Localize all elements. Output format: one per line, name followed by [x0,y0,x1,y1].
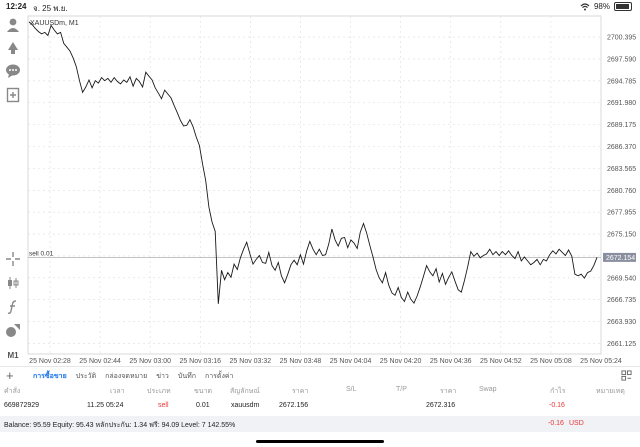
x-tick-label: 25 Nov 04:52 [480,358,522,365]
x-tick-label: 25 Nov 05:08 [530,358,572,365]
bottom-tab-bar: + การซื้อขาย ประวัติ กล่องจดหมาย ข่าว บั… [0,366,640,385]
add-icon[interactable]: + [6,368,14,383]
balance-bar: Balance: 95.59 Equity: 95.43 หลักประกัน:… [0,416,640,432]
x-tick-label: 25 Nov 05:24 [580,358,622,365]
col-time: เวลา [110,388,125,395]
col-comment: หมายเหตุ [596,388,625,395]
order-type: sell [158,402,169,409]
tab-journal[interactable]: บันทึก [177,373,196,380]
x-tick-label: 25 Nov 03:00 [129,358,171,365]
col-size: ขนาด [194,388,213,395]
current-price-label: 2672.154 [606,255,635,262]
x-tick-label: 25 Nov 04:04 [330,358,372,365]
new-order-icon[interactable] [4,86,22,104]
x-tick-label: 25 Nov 03:32 [230,358,272,365]
y-tick-label: 2680.760 [607,188,636,195]
y-tick-label: 2694.785 [607,78,636,85]
x-tick-label: 25 Nov 03:48 [280,358,322,365]
col-sl: S/L [346,386,357,393]
col-type: ประเภท [147,388,171,395]
order-current-price: 2672.316 [426,402,456,409]
order-size: 0.01 [196,402,210,409]
symbol-label: XAUUSDm, M1 [30,20,79,27]
crosshair-icon[interactable] [4,250,22,268]
y-tick-label: 2675.150 [607,232,636,239]
col-profit: กำไร [550,388,566,395]
left-toolbar: M1 [0,14,26,366]
tab-news[interactable]: ข่าว [156,373,169,380]
price-line [28,21,598,304]
order-time: 11.25 05:24 [87,402,124,409]
battery-percent: 98% [593,2,610,11]
tab-history[interactable]: ประวัติ [75,373,97,380]
x-tick-label: 25 Nov 02:44 [79,358,121,365]
balance-summary: Balance: 95.59 Equity: 95.43 หลักประกัน:… [4,422,236,429]
y-tick-label: 2661.125 [607,341,636,348]
col-symbol: สัญลักษณ์ [230,388,260,395]
y-tick-label: 2686.370 [607,144,636,151]
y-tick-label: 2663.930 [607,319,636,326]
x-tick-label: 25 Nov 04:36 [430,358,472,365]
col-swap: Swap [479,386,497,393]
layout-icon[interactable] [621,370,632,381]
account-icon[interactable] [4,16,22,34]
y-tick-label: 2683.565 [607,166,636,173]
status-right: 98% [580,2,632,11]
y-tick-label: 2666.735 [607,297,636,304]
y-tick-label: 2700.395 [607,35,636,42]
price-chart[interactable]: 2700.395 2697.590 2694.785 2691.980 2689.175… [26,14,640,366]
tab-trade[interactable]: การซื้อขาย [33,373,67,380]
objects-icon[interactable] [4,322,22,340]
tab-settings[interactable]: การตั้งค่า [204,373,234,380]
order-id: 669872929 [4,402,40,409]
tab-mailbox[interactable]: กล่องจดหมาย [105,373,148,380]
candlestick-icon[interactable] [4,274,22,292]
order-profit: -0.16 [549,402,565,409]
col-tp: T/P [396,386,407,393]
col-order: คำสั่ง [4,388,21,395]
x-tick-label: 25 Nov 04:20 [380,358,422,365]
y-tick-label: 2697.590 [607,56,636,63]
price-chart-svg: 2700.395 2697.590 2694.785 2691.980 2689.175… [27,15,636,365]
status-date: จ. 25 พ.ย. [33,4,68,13]
col-price: ราคา [440,388,457,395]
status-time: 12:24 [6,2,27,11]
tab-list: การซื้อขาย ประวัติ กล่องจดหมาย ข่าว บันท… [33,371,233,382]
status-bar: 12:24 จ. 25 พ.ย. 98% [0,0,640,14]
position-row[interactable]: 669872929 11.25 05:24 sell 0.01 xauusdm … [0,402,640,414]
x-tick-label: 25 Nov 03:16 [179,358,221,365]
order-symbol: xauusdm [231,402,260,409]
y-tick-label: 2677.955 [607,210,636,217]
chat-icon[interactable] [4,62,22,80]
home-indicator [256,440,384,443]
timeframe-icon[interactable]: M1 [7,350,19,360]
y-tick-label: 2691.980 [607,100,636,107]
current-price-tag [603,252,636,262]
battery-icon [614,2,632,11]
sell-line-label: sell 0.01 [29,250,54,257]
positions-header: คำสั่ง เวลา ประเภท ขนาด สัญลักษณ์ ราคา S… [0,386,640,398]
plot-frame [27,15,602,355]
total-profit: -0.16 [548,420,564,427]
order-open-price: 2672.156 [279,402,309,409]
y-tick-label: 2689.175 [607,122,636,129]
x-tick-label: 25 Nov 02:28 [29,358,71,365]
trade-icon[interactable] [4,38,22,56]
wifi-icon [580,2,590,10]
profit-currency: USD [569,420,584,427]
indicator-icon[interactable] [4,298,22,316]
col-open-price: ราคา [292,388,309,395]
y-tick-label: 2669.540 [607,275,636,282]
